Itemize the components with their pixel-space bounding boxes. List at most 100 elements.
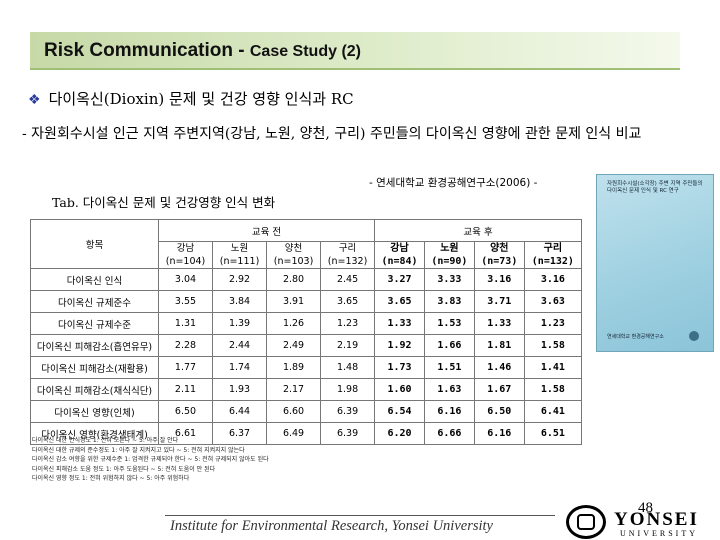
before-value-cell: 1.77 [157, 356, 214, 379]
report-cover-org: 연세대학교 환경공해연구소 [607, 334, 664, 340]
table-row: 다이옥신 피해감소(흡연유무) 2.28 2.44 2.49 2.19 1.92 1.66 1… [30, 334, 583, 357]
column-sample-size: (n=104) [165, 256, 206, 267]
before-header: 교육 전 [157, 219, 376, 242]
after-value-cell: 1.67 [473, 378, 525, 401]
scale-note-line: 다이옥신 대한 규제의 준수정도 1: 아주 잘 지켜지고 있다 ~ 5: 전혀… [32, 446, 245, 454]
after-header: 교육 후 [374, 219, 582, 242]
after-value-cell: 6.41 [523, 400, 583, 423]
diamond-bullet-icon: ❖ [28, 92, 41, 108]
before-value-cell: 2.92 [212, 268, 268, 291]
after-value-cell: 1.51 [423, 356, 475, 379]
after-value-cell: 1.33 [473, 312, 525, 335]
before-value-cell: 2.45 [320, 268, 376, 291]
row-label: 다이옥신 피해감소(흡연유무) [30, 334, 159, 357]
title-main: Risk Communication - [44, 40, 250, 61]
column-region: 강남 [390, 243, 409, 254]
before-value-cell: 2.17 [266, 378, 322, 401]
after-value-cell: 3.33 [423, 268, 475, 291]
after-value-cell: 1.58 [523, 378, 583, 401]
after-value-cell: 6.50 [473, 400, 525, 423]
column-sample-size: (n=132) [327, 256, 368, 267]
column-sample-size: (n=132) [531, 256, 574, 267]
before-value-cell: 6.39 [320, 400, 376, 423]
scale-note-line: 다이옥신 피해감소 도움 정도 1: 아주 도움된다 ~ 5: 전혀 도움이 안… [32, 465, 216, 473]
before-column-header: 양천 (n=103) [266, 241, 322, 269]
before-value-cell: 1.74 [212, 356, 268, 379]
table-row: 다이옥신 인식 3.04 2.92 2.80 2.45 3.27 3.33 3.16 3.16 [30, 268, 583, 291]
page-number: 48 [638, 500, 653, 516]
before-value-cell: 3.84 [212, 290, 268, 313]
emblem-shield-icon [577, 514, 595, 530]
row-label: 다이옥신 피해감소(채식식단) [30, 378, 159, 401]
before-column-header: 노원 (n=111) [212, 241, 268, 269]
row-label: 다이옥신 규제준수 [30, 290, 159, 313]
footer-brand-sub: UNIVERSITY [620, 529, 698, 538]
column-region: 강남 [176, 243, 195, 254]
column-region: 노원 [230, 243, 249, 254]
footer-divider [165, 515, 555, 516]
after-value-cell: 6.16 [423, 400, 475, 423]
column-sample-size: (n=111) [219, 256, 260, 267]
table-row: 다이옥신 규제준수 3.55 3.84 3.91 3.65 3.65 3.83 3.71 3.6… [30, 290, 583, 313]
after-column-header: 노원 (n=90) [423, 241, 475, 269]
after-value-cell: 1.23 [523, 312, 583, 335]
before-value-cell: 3.04 [157, 268, 214, 291]
after-value-cell: 1.33 [374, 312, 425, 335]
column-sample-size: (n=90) [431, 256, 468, 267]
scale-notes: 다이옥신 대한 인식정도 1: 전혀 모른다 ~ 5: 아주 잘 안다 다이옥신 … [32, 436, 269, 484]
row-label: 다이옥신 규제수준 [30, 312, 159, 335]
table-row: 다이옥신 피해감소(채식식단) 2.11 1.93 2.17 1.98 1.60 1.63 1… [30, 378, 583, 401]
after-column-header: 강남 (n=84) [374, 241, 425, 269]
before-value-cell: 2.19 [320, 334, 376, 357]
after-column-header: 구리 (n=132) [523, 241, 583, 269]
column-region: 구리 [543, 243, 563, 254]
table-row: 다이옥신 피해감소(재활용) 1.77 1.74 1.89 1.48 1.73 1.51 1.… [30, 356, 583, 379]
row-label: 다이옥신 영향(인체) [30, 400, 159, 423]
after-value-cell: 1.73 [374, 356, 425, 379]
before-value-cell: 1.89 [266, 356, 322, 379]
before-value-cell: 1.26 [266, 312, 322, 335]
column-sample-size: (n=103) [273, 256, 314, 267]
after-value-cell: 6.51 [523, 422, 583, 445]
after-column-header: 양천 (n=73) [473, 241, 525, 269]
after-value-cell: 6.16 [473, 422, 525, 445]
slide-title: Risk Communication - Case Study (2) [44, 40, 361, 62]
before-value-cell: 6.49 [266, 422, 322, 445]
after-value-cell: 3.16 [523, 268, 583, 291]
before-value-cell: 6.37 [212, 422, 268, 445]
after-value-cell: 1.66 [423, 334, 475, 357]
after-value-cell: 1.58 [523, 334, 583, 357]
scale-note-line: 다이옥신 감소 여향을 위한 규제수준 1: 엄격한 규제되야 한다 ~ 5: … [32, 456, 269, 463]
column-region: 노원 [440, 243, 459, 254]
item-header: 항목 [30, 219, 159, 269]
before-value-cell: 3.91 [266, 290, 322, 313]
table-row: 다이옥신 영향(인체) 6.50 6.44 6.60 6.39 6.54 6.16 6.50 6… [30, 400, 583, 423]
before-value-cell: 2.49 [266, 334, 322, 357]
yonsei-emblem-icon [566, 505, 606, 539]
before-value-cell: 2.11 [157, 378, 214, 401]
after-value-cell: 1.41 [523, 356, 583, 379]
before-value-cell: 6.60 [266, 400, 322, 423]
before-value-cell: 6.39 [320, 422, 376, 445]
before-value-cell: 3.55 [157, 290, 214, 313]
column-sample-size: (n=84) [381, 256, 418, 267]
after-value-cell: 3.71 [473, 290, 525, 313]
before-value-cell: 1.98 [320, 378, 376, 401]
after-value-cell: 3.16 [473, 268, 525, 291]
source-citation: - 연세대학교 환경공해연구소(2006) - [369, 177, 538, 189]
title-sub: Case Study (2) [249, 43, 361, 60]
after-value-cell: 1.81 [473, 334, 525, 357]
after-value-cell: 1.92 [374, 334, 425, 357]
before-value-cell: 6.50 [157, 400, 214, 423]
before-column-header: 강남 (n=104) [157, 241, 214, 269]
before-value-cell: 1.23 [320, 312, 376, 335]
after-value-cell: 6.20 [374, 422, 425, 445]
report-logo-icon [689, 331, 699, 341]
after-value-cell: 1.63 [423, 378, 475, 401]
before-value-cell: 2.44 [212, 334, 268, 357]
footer-brand: YONSEI [614, 509, 699, 530]
description: - 자원회수시설 인근 지역 주변지역(강남, 노원, 양천, 구리) 주민들의… [22, 126, 642, 142]
table-row: 다이옥신 규제수준 1.31 1.39 1.26 1.23 1.33 1.53 1.33 1.2… [30, 312, 583, 335]
before-value-cell: 1.93 [212, 378, 268, 401]
column-region: 양천 [490, 243, 509, 254]
